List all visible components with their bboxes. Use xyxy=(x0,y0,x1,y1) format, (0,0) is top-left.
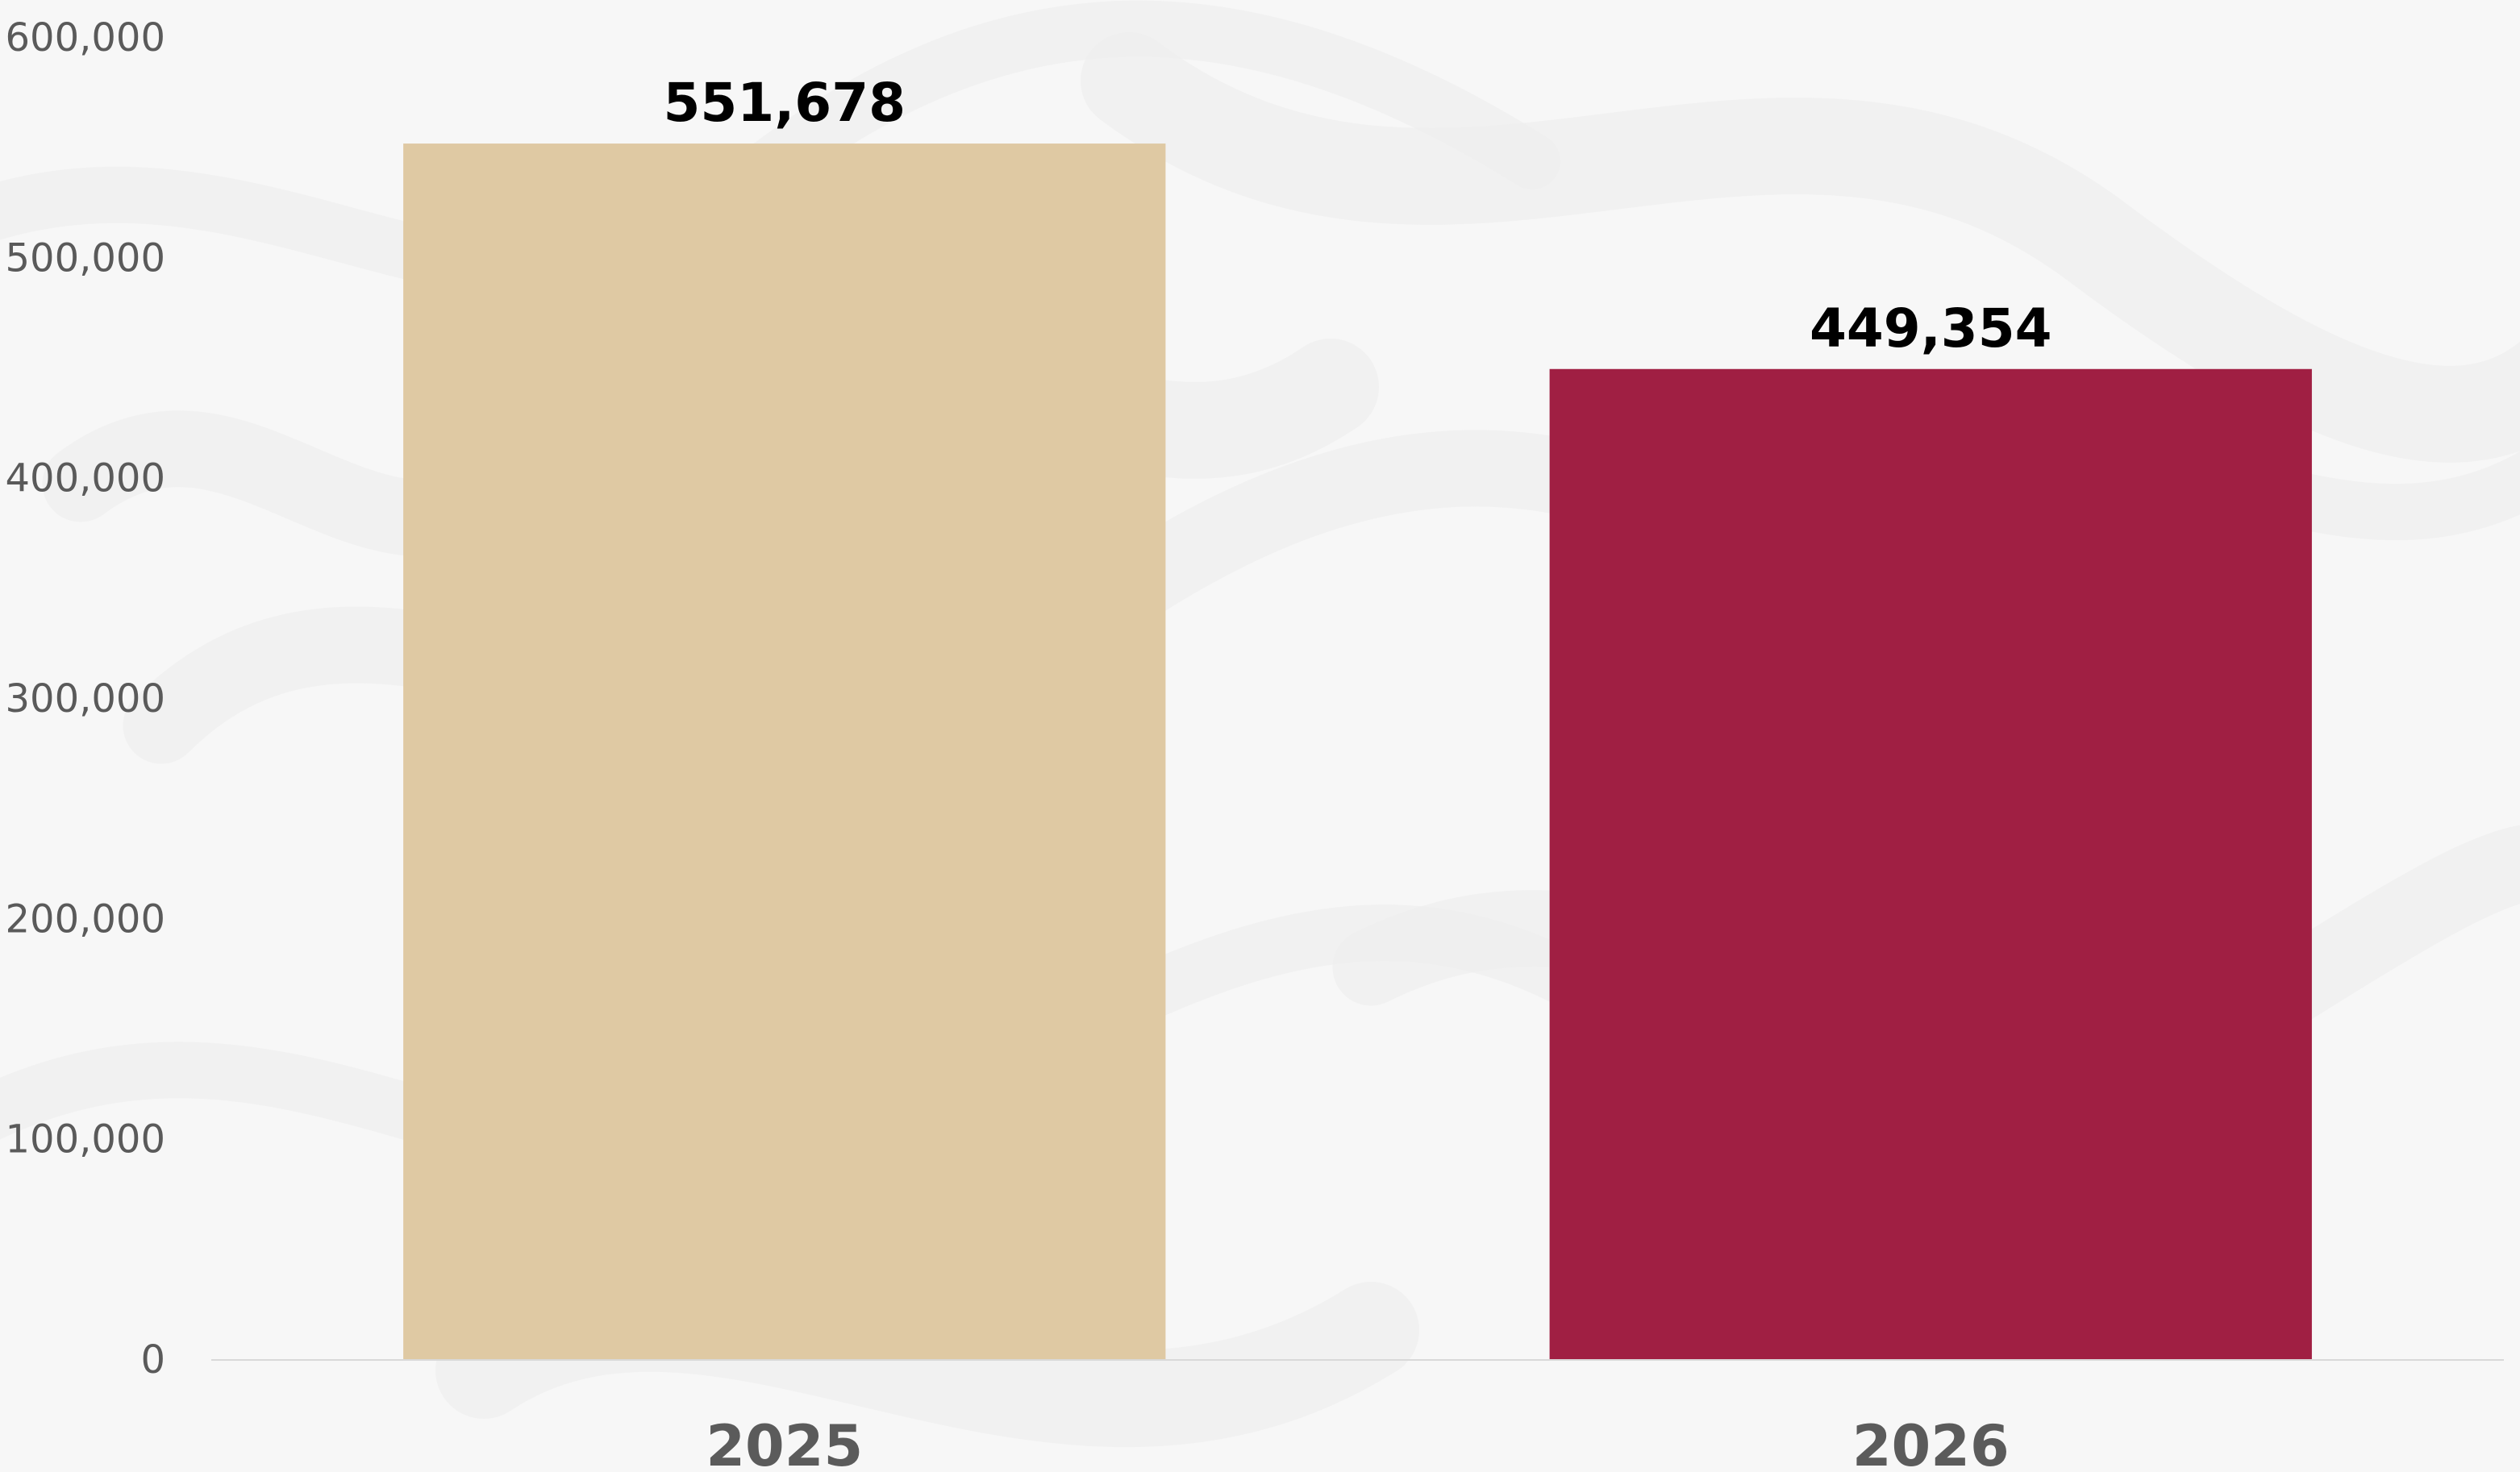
bar-2025[interactable] xyxy=(403,143,1166,1360)
value-labels: 551,678 449,354 xyxy=(663,72,2051,360)
x-axis: 2025 2026 xyxy=(211,1359,2504,1472)
y-tick-label: 0 xyxy=(140,1337,165,1383)
x-tick-label-2025: 2025 xyxy=(706,1413,863,1472)
y-tick-label: 100,000 xyxy=(6,1117,166,1162)
y-tick-label: 200,000 xyxy=(6,896,166,942)
y-tick-label: 400,000 xyxy=(6,456,166,501)
y-tick-label: 300,000 xyxy=(6,676,166,721)
y-tick-label: 600,000 xyxy=(6,15,166,60)
data-label-2026: 449,354 xyxy=(1810,297,2052,360)
bar-2026[interactable] xyxy=(1549,368,2312,1359)
background-swirl xyxy=(1081,32,2520,463)
y-tick-label: 500,000 xyxy=(6,235,166,281)
bars xyxy=(403,143,2312,1360)
x-tick-label-2026: 2026 xyxy=(1852,1413,2010,1472)
y-axis: 0 100,000 200,000 300,000 400,000 500,000 600,… xyxy=(6,15,166,1383)
data-label-2025: 551,678 xyxy=(663,72,906,134)
